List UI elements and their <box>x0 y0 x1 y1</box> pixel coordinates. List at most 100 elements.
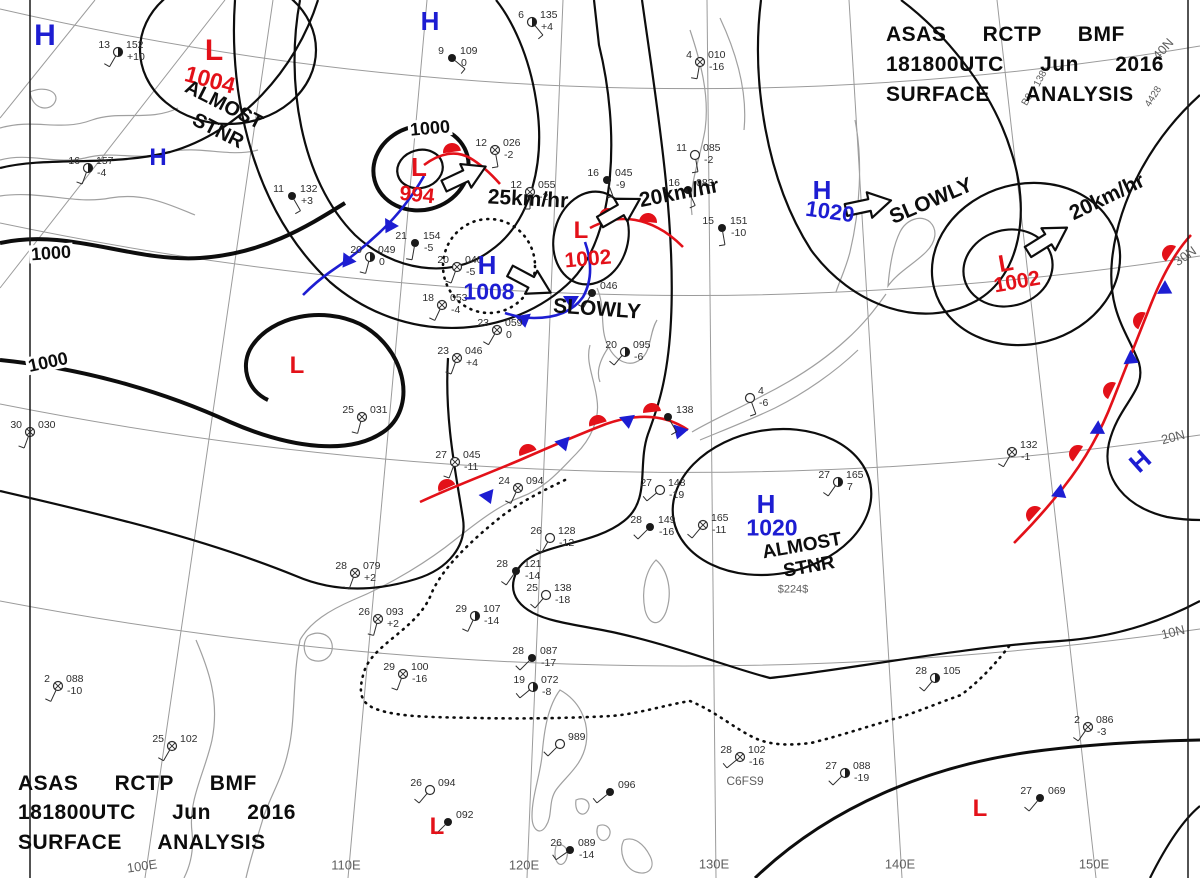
station-pressure: 040 <box>465 254 483 266</box>
station-pressure: 121 <box>524 558 542 570</box>
station-pressure: 030 <box>38 419 56 431</box>
wind-barb-tick <box>443 475 450 479</box>
wind-barb-tick <box>823 492 829 497</box>
wind-barb <box>750 401 757 415</box>
station-tendency: -5 <box>466 266 475 278</box>
wind-barb <box>163 749 171 761</box>
wind-barb-tick <box>536 549 542 554</box>
station-tendency: -6 <box>759 397 768 409</box>
station-plot: 25 102 <box>152 733 198 762</box>
wind-barb <box>691 527 701 539</box>
wind-barb-tick <box>414 798 420 804</box>
coast-philippines <box>575 798 590 815</box>
station-plot: 18 053-4 <box>422 292 468 321</box>
wind-barb-tick <box>687 533 693 539</box>
movement-arrow-icon <box>843 191 893 219</box>
station-pressure: 085 <box>703 142 721 154</box>
speed-label: 25km/hr <box>487 185 569 213</box>
station-temp: 29 <box>383 661 395 673</box>
station-temp: 2 <box>44 673 50 685</box>
station-pressure: 132 <box>300 183 318 195</box>
station-plot: 20 095-6 <box>605 339 651 366</box>
station-temp: 30 <box>10 419 22 431</box>
station-pressure: 102 <box>748 744 766 756</box>
wind-barb-tick <box>592 798 598 804</box>
station-symbol-cross <box>54 682 62 690</box>
station-pressure: 138 <box>676 404 694 416</box>
wind-barb-tick <box>515 693 521 699</box>
wind-barb <box>534 24 544 36</box>
station-tendency: 0 <box>461 57 467 69</box>
map-frame <box>29 0 1189 878</box>
coast-hainan <box>303 632 333 662</box>
coast-indochina <box>183 639 216 878</box>
station-plot: 29 107-14 <box>455 603 501 632</box>
station-tendency: +2 <box>364 572 376 584</box>
station-plot: 29 100-16 <box>383 661 429 691</box>
station-plot: 4 010-16 <box>686 49 726 80</box>
wind-barb-tick <box>18 445 25 449</box>
low-value: 994 <box>398 181 436 209</box>
wind-barb-tick <box>998 463 1004 468</box>
wind-barb <box>1077 729 1087 742</box>
station-tendency: -17 <box>541 657 556 669</box>
low-symbol: L <box>411 152 427 182</box>
title-block-bottom-left: ASAS RCTP BMF 181800UTC Jun 2016 SURFACE… <box>18 769 318 858</box>
coast-philippines <box>596 824 611 842</box>
station-plot: 4-6 <box>744 385 768 417</box>
station-pressure: 093 <box>386 606 404 618</box>
warm-front-mark <box>435 476 456 492</box>
wind-barb-tick <box>429 317 436 321</box>
station-tendency: -3 <box>1097 726 1106 738</box>
station-pressure: 053 <box>450 292 468 304</box>
coast-siberia <box>0 107 179 129</box>
wind-barb <box>23 435 30 449</box>
wind-barb <box>695 158 699 172</box>
station-symbol-cross <box>514 484 522 492</box>
wind-barb-tick <box>691 77 698 80</box>
cold-front-mark <box>478 489 499 508</box>
station-plot: 16 157-4 <box>68 155 114 185</box>
station-pressure: 095 <box>633 339 651 351</box>
station-symbol-cross <box>736 753 744 761</box>
station-symbol-overcast <box>664 413 672 421</box>
wind-barb-tick <box>1024 806 1030 812</box>
coast-taiwan <box>643 559 670 624</box>
low-symbol: L <box>573 217 589 244</box>
wind-barb <box>646 492 658 502</box>
wind-barb-tick <box>515 665 521 671</box>
station-symbol-clear <box>689 149 701 161</box>
longitude-label: 100E <box>125 856 159 876</box>
wind-barb-tick <box>501 581 507 586</box>
isobar-1020-ring <box>671 427 873 577</box>
station-plot: 16 083 <box>668 177 714 209</box>
wind-barb-tick <box>642 496 648 502</box>
station-pressure: 049 <box>378 244 396 256</box>
station-pressure: 105 <box>943 665 961 677</box>
high-symbol: H <box>149 144 167 171</box>
movement-arrow-icon <box>440 162 487 193</box>
station-id-label: C6FS9 <box>726 774 764 788</box>
station-symbol-half-fill <box>533 682 538 692</box>
wind-barb-tick <box>538 34 544 40</box>
coast-philippines <box>621 838 653 874</box>
wind-barb <box>81 171 88 185</box>
station-tendency: +2 <box>387 618 399 630</box>
longitude-label: 140E <box>884 856 916 872</box>
station-temp: 26 <box>410 777 422 789</box>
station-pressure: 148 <box>668 477 686 489</box>
station-symbol-cross <box>1084 723 1092 731</box>
station-tendency: -8 <box>542 686 551 698</box>
station-pressure: 128 <box>558 525 576 537</box>
station-plot: 20 040-5 <box>437 254 483 284</box>
station-symbol-clear <box>654 484 666 496</box>
station-symbol-overcast <box>646 523 654 531</box>
station-symbol-cross <box>399 670 407 678</box>
isobar-1000-thick <box>0 201 347 261</box>
station-pressure: 094 <box>438 777 456 789</box>
parallel-10n <box>0 600 1200 667</box>
wind-barb <box>607 183 614 197</box>
